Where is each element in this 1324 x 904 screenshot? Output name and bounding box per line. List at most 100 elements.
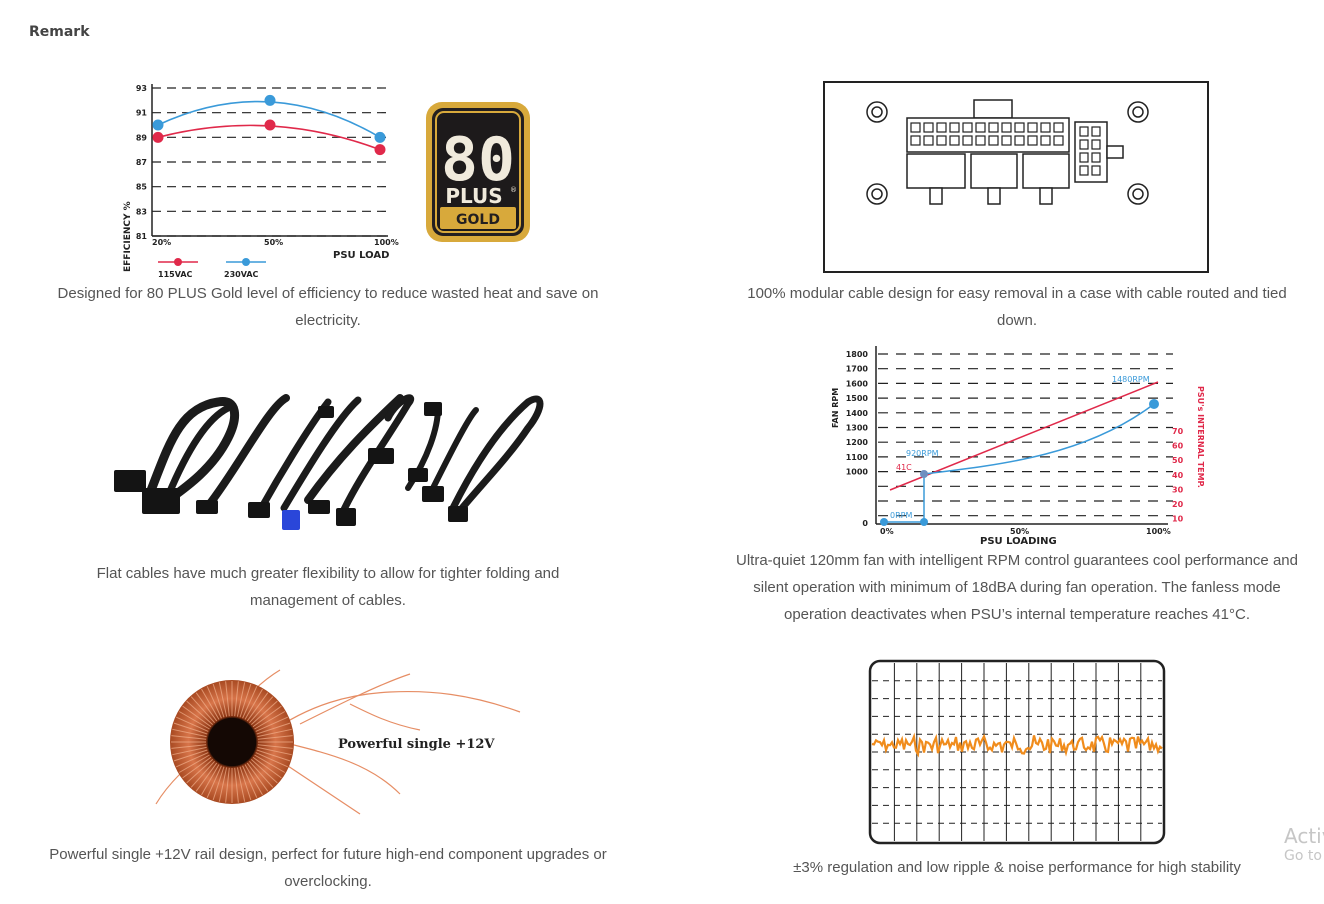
fan-x-tick: 50% [1010,527,1029,536]
legend-115vac-label: 115VAC [158,270,193,279]
efficiency-y-tick: 87 [136,158,147,167]
efficiency-point [374,131,386,143]
coil-winding [250,759,278,784]
caption-12v-rail: Powerful single +12V rail design, perfec… [49,846,607,890]
caption-fan: Ultra-quiet 120mm fan with intelligent R… [736,552,1298,623]
connector-pin [962,122,973,133]
efficiency-point [152,119,164,131]
caption-modular: 100% modular cable design for easy remov… [747,285,1287,329]
connector-pin [923,122,934,133]
coil-winding [201,688,220,720]
coil-winding [249,696,274,724]
efficiency-point [264,94,276,106]
coil-winding [171,744,207,749]
fan-y-right-tick: 30 [1172,485,1184,494]
fan-y-tick: 0 [862,519,868,528]
flat-cables-image [114,394,544,530]
efficiency-chart: 93 91 89 87 85 83 81 20% 50% 100% EFFICIENCY % P… [123,84,399,279]
fan-y-tick: 1000 [846,468,869,477]
screw-center [871,188,883,200]
annotation-1480rpm: 1480RPM [1112,375,1150,384]
coil-winding [257,728,292,738]
coil-winding [242,765,258,798]
connector-pin [1079,152,1089,163]
connector-pin [1079,126,1089,137]
efficiency-x-label: PSU LOAD [333,250,389,261]
connector-pin [988,135,999,146]
connector-pin [1053,135,1064,146]
fan-y-tick: 1500 [846,394,869,403]
connector-pin [1079,165,1089,176]
connector-pin [975,122,986,133]
annotation-41c: 41C [896,463,912,472]
fan-y-tick: 1300 [846,424,869,433]
coil-winding [246,762,269,792]
connector-pin [1091,126,1101,137]
coil-winding [186,700,214,725]
fan-y-tick: 1200 [846,438,869,447]
fan-y-right-tick: 20 [1172,500,1184,509]
coil-winding [239,683,252,718]
connector-pin [936,135,947,146]
coil-winding [257,744,293,749]
coil-winding [218,767,228,802]
coil-winding [244,764,263,796]
fan-y-tick: 1400 [846,409,869,418]
fan-y-right-tick: 40 [1172,471,1184,480]
coil-winding [225,681,230,717]
fan-rpm-chart: 1800 1700 1600 1500 1400 1300 1200 1100 1000 0 70… [831,346,1205,547]
coil-winding [206,765,222,798]
modular-panel-image [823,81,1209,273]
screw-center [1132,188,1144,200]
coil-winding [173,749,208,762]
coil-winding [182,705,212,728]
connector-pin [1014,122,1025,133]
coil-winding [254,711,286,730]
connector-pin [1091,139,1101,150]
efficiency-point [374,144,386,156]
caption-flat-cables: Flat cables have much greater flexibilit… [96,565,560,609]
connector-pin [923,135,934,146]
coil-winding [186,759,214,784]
caption-ripple: ±3% regulation and low ripple & noise pe… [793,859,1241,876]
efficiency-y-tick: 89 [136,133,148,142]
coil-winding [249,760,274,788]
connector-pin [1040,135,1051,146]
annotation-0rpm: 0RPM [890,511,912,520]
connector-pin [1091,165,1101,176]
coil-winding [225,767,230,803]
80-plus-gold-badge: 80 PLUS ® GOLD [426,102,530,242]
connector-pin [1027,135,1038,146]
efficiency-series-line [157,100,381,139]
coil-winding [250,700,278,725]
coil-winding [257,735,293,740]
fan-x-label: PSU LOADING [980,536,1057,547]
coil-winding [252,756,282,779]
coil-winding [172,728,207,738]
connector-pin [910,135,921,146]
activation-watermark: Activate Windows Go to Settings to activ… [1284,824,1324,864]
badge-registered: ® [510,186,517,194]
section-heading: Remark [29,24,90,40]
legend-230vac: 230VAC [224,258,266,279]
fan-y-tick: 1800 [846,350,869,359]
fan-y-right-tick: 70 [1172,427,1184,436]
coil-winding [178,711,210,730]
fan-y-tick: 1600 [846,379,869,388]
coil-winding [195,692,218,722]
efficiency-y-tick: 93 [136,84,147,93]
coil-winding [173,722,208,735]
efficiency-point [152,131,164,143]
connector-pin [962,135,973,146]
annotation-920rpm: 920RPM [906,449,939,458]
coil-winding [257,746,292,756]
coil-winding [212,766,225,801]
badge-number: 80 [441,125,515,195]
fan-y-label: FAN RPM [831,388,840,428]
coil-winding [246,692,269,722]
coil-winding [242,686,258,719]
efficiency-point [264,119,276,131]
coil-winding [172,746,207,756]
coil-winding [239,766,252,801]
coil-winding [234,767,239,803]
